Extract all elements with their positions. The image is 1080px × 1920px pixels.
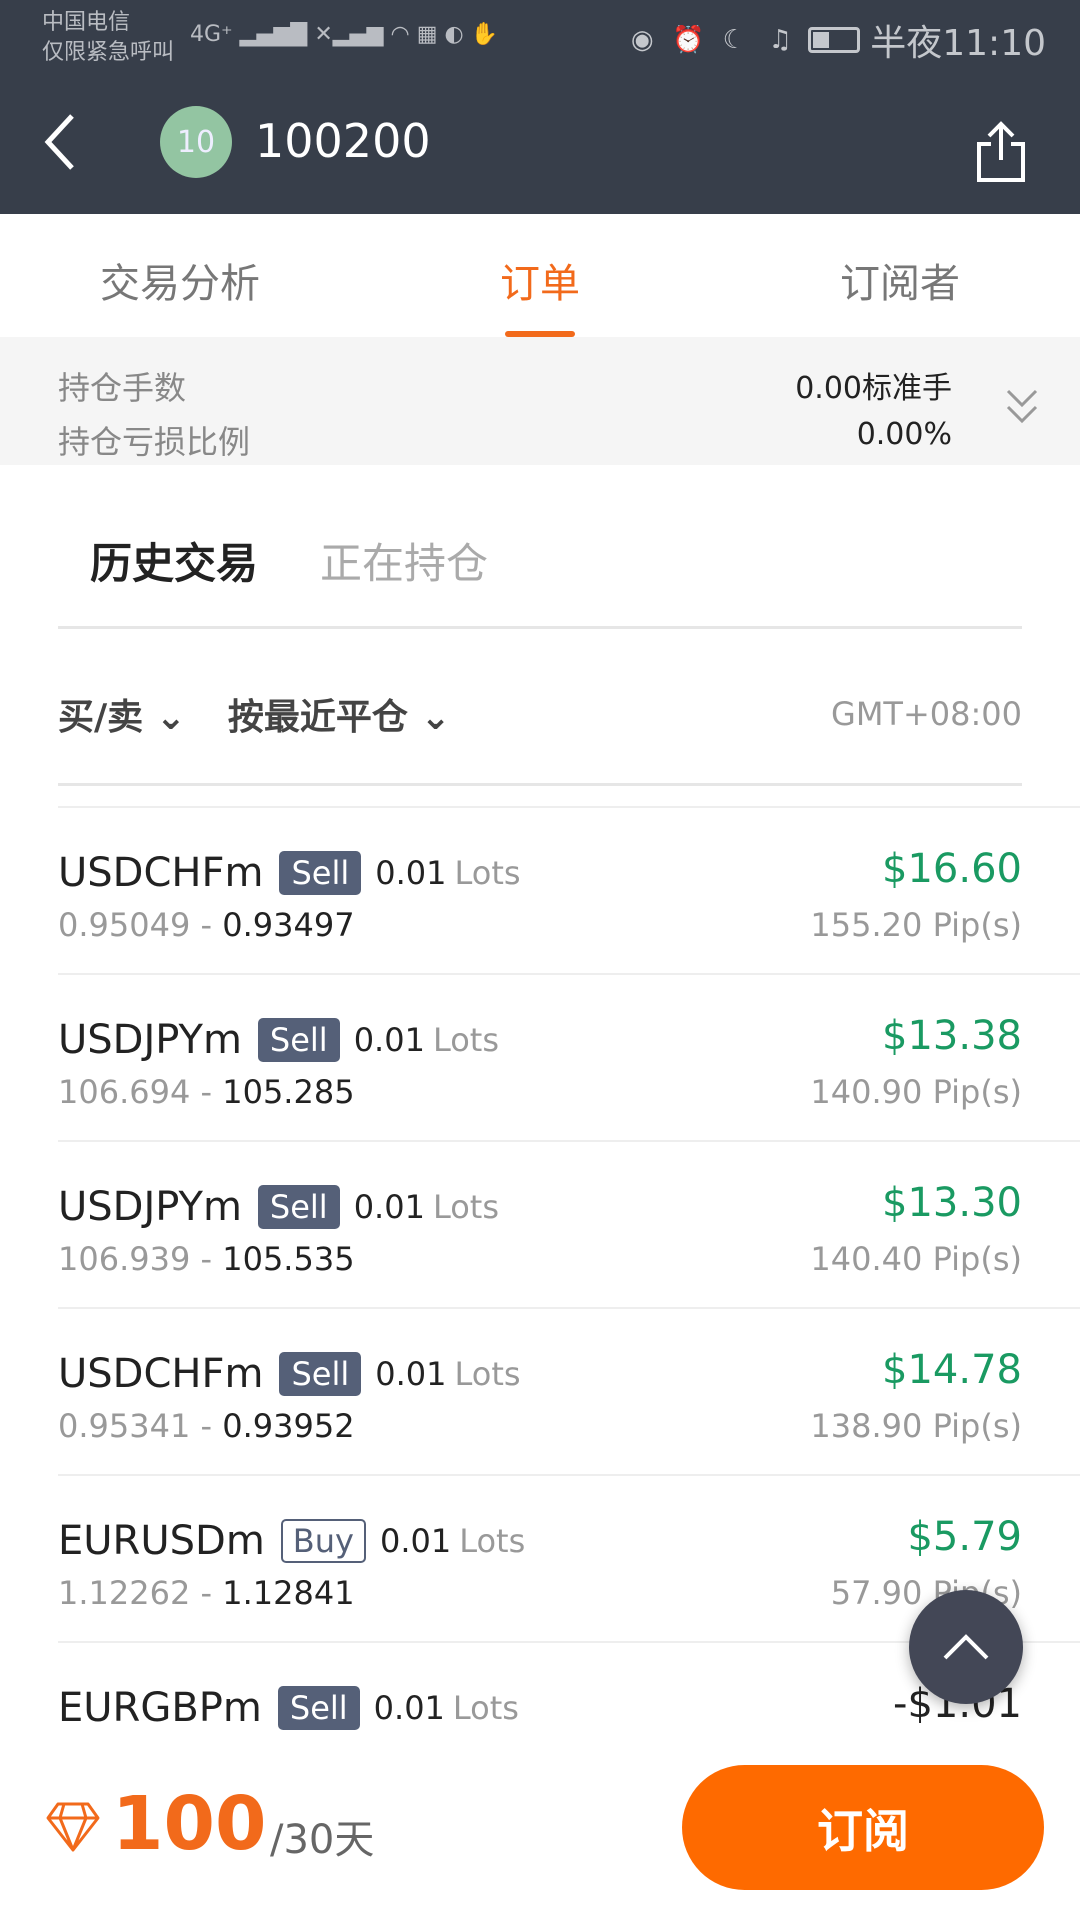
lots: 0.01 Lots — [375, 854, 521, 892]
pips: 140.90 Pip(s) — [810, 1073, 1022, 1111]
divider — [58, 806, 1080, 808]
moon-icon: ☾ — [722, 25, 746, 55]
ratio-label: 持仓亏损比例 — [58, 423, 251, 461]
price-range: 106.694 - 105.285 — [58, 1073, 355, 1111]
divider — [58, 626, 1022, 629]
eye-icon: ◉ — [630, 25, 654, 55]
share-icon[interactable] — [975, 120, 1027, 184]
tab-bar: 交易分析 订单 订阅者 — [0, 226, 1080, 337]
order-symbol-line: USDJPYm Sell 0.01 Lots — [58, 1184, 499, 1230]
page-title: 100200 — [255, 114, 431, 168]
avatar[interactable]: 10 — [160, 106, 232, 178]
pips: 155.20 Pip(s) — [810, 906, 1022, 944]
divider — [58, 1307, 1080, 1309]
side-badge: Sell — [279, 1352, 362, 1396]
symbol: USDJPYm — [58, 1184, 242, 1230]
chevron-down-icon: ⌄ — [155, 697, 186, 738]
status-right: ◉ ⏰ ☾ ♫ 半夜11:10 — [566, 14, 1046, 66]
order-row[interactable]: USDJPYm Sell 0.01 Lots 106.694 - 105.285 … — [0, 973, 1080, 1140]
subscription-price: 100 — [112, 1781, 267, 1867]
lots-label: 持仓手数 — [58, 369, 187, 407]
tab-analysis[interactable]: 交易分析 — [100, 261, 260, 307]
pips: 138.90 Pip(s) — [810, 1407, 1022, 1445]
filter-bar: 买/卖 ⌄ 按最近平仓 ⌄ GMT+08:00 — [58, 688, 1022, 740]
subtab-history[interactable]: 历史交易 — [90, 539, 259, 588]
order-row[interactable]: USDCHFm Sell 0.01 Lots 0.95049 - 0.93497 … — [0, 806, 1080, 973]
profit: $14.78 — [882, 1347, 1022, 1393]
app-header: 中国电信 仅限紧急呼叫 4G⁺ ▂▄▆█ ✕▂▄▆ ◠ ▦ ◐ ✋ ◉ ⏰ ☾ ♫… — [0, 0, 1080, 214]
price-range: 106.939 - 105.535 — [58, 1240, 355, 1278]
status-icons: 4G⁺ ▂▄▆█ ✕▂▄▆ ◠ ▦ ◐ ✋ — [190, 22, 499, 47]
lots: 0.01 Lots — [353, 1188, 499, 1226]
expand-icon[interactable] — [1004, 387, 1040, 427]
diamond-icon — [46, 1802, 100, 1852]
side-badge: Buy — [280, 1519, 366, 1563]
profit: $13.30 — [882, 1180, 1022, 1226]
side-badge: Sell — [279, 851, 362, 895]
lots: 0.01 Lots — [375, 1355, 521, 1393]
order-symbol-line: USDCHFm Sell 0.01 Lots — [58, 850, 521, 896]
subtabs: 历史交易 正在持仓 — [90, 530, 488, 591]
side-badge: Sell — [257, 1185, 340, 1229]
ratio-value: 0.00% — [856, 417, 952, 452]
symbol: EURUSDm — [58, 1518, 265, 1564]
order-symbol-line: EURUSDm Buy 0.01 Lots — [58, 1518, 525, 1564]
price-range: 0.95341 - 0.93952 — [58, 1407, 355, 1445]
divider — [58, 783, 1022, 786]
lots: 0.01 Lots — [353, 1021, 499, 1059]
carrier: 中国电信 仅限紧急呼叫 — [42, 10, 175, 65]
tab-subscribers[interactable]: 订阅者 — [840, 261, 960, 307]
side-badge: Sell — [257, 1018, 340, 1062]
price-range: 0.95049 - 0.93497 — [58, 906, 355, 944]
symbol: EURGBPm — [58, 1685, 262, 1731]
side-badge: Sell — [277, 1686, 360, 1730]
back-icon[interactable] — [40, 112, 80, 172]
position-summary: 持仓手数 0.00标准手 持仓亏损比例 0.00% — [0, 337, 1080, 465]
divider — [58, 973, 1080, 975]
side-filter[interactable]: 买/卖 ⌄ — [58, 697, 186, 738]
price-range: 1.12262 - 1.12841 — [58, 1574, 355, 1612]
bell-off-icon: ♫ — [768, 25, 792, 55]
profit: $13.38 — [882, 1013, 1022, 1059]
lots: 0.01 Lots — [379, 1522, 526, 1560]
profit: $5.79 — [907, 1514, 1022, 1560]
divider — [58, 1641, 1080, 1643]
divider — [58, 1474, 1080, 1476]
lots-value: 0.00标准手 — [795, 371, 952, 406]
clock: 半夜11:10 — [870, 23, 1046, 64]
scroll-to-top-button[interactable] — [909, 1590, 1023, 1704]
lots: 0.01 Lots — [373, 1689, 519, 1727]
divider — [58, 1140, 1080, 1142]
battery-icon — [808, 27, 861, 53]
sort-filter[interactable]: 按最近平仓 ⌄ — [227, 697, 451, 738]
alarm-icon: ⏰ — [672, 25, 705, 55]
order-row[interactable]: USDCHFm Sell 0.01 Lots 0.95341 - 0.93952 … — [0, 1307, 1080, 1474]
subscription-period: /30天 — [270, 1817, 375, 1863]
order-symbol-line: USDCHFm Sell 0.01 Lots — [58, 1351, 521, 1397]
subscribe-button[interactable]: 订阅 — [682, 1765, 1044, 1890]
tab-orders[interactable]: 订单 — [360, 226, 720, 337]
subtab-open[interactable]: 正在持仓 — [320, 539, 489, 588]
order-symbol-line: USDJPYm Sell 0.01 Lots — [58, 1017, 499, 1063]
pips: 140.40 Pip(s) — [810, 1240, 1022, 1278]
timezone: GMT+08:00 — [831, 695, 1022, 733]
profit: $16.60 — [882, 846, 1022, 892]
symbol: USDCHFm — [58, 850, 264, 896]
order-row[interactable]: EURUSDm Buy 0.01 Lots 1.12262 - 1.12841 $… — [0, 1474, 1080, 1641]
order-row[interactable]: USDJPYm Sell 0.01 Lots 106.939 - 105.535 … — [0, 1140, 1080, 1307]
chevron-up-icon — [943, 1634, 989, 1660]
subscribe-bar: 100 /30天 订阅 — [0, 1751, 1080, 1920]
symbol: USDJPYm — [58, 1017, 242, 1063]
chevron-down-icon: ⌄ — [420, 697, 451, 738]
symbol: USDCHFm — [58, 1351, 264, 1397]
order-symbol-line: EURGBPm Sell 0.01 Lots — [58, 1685, 519, 1731]
